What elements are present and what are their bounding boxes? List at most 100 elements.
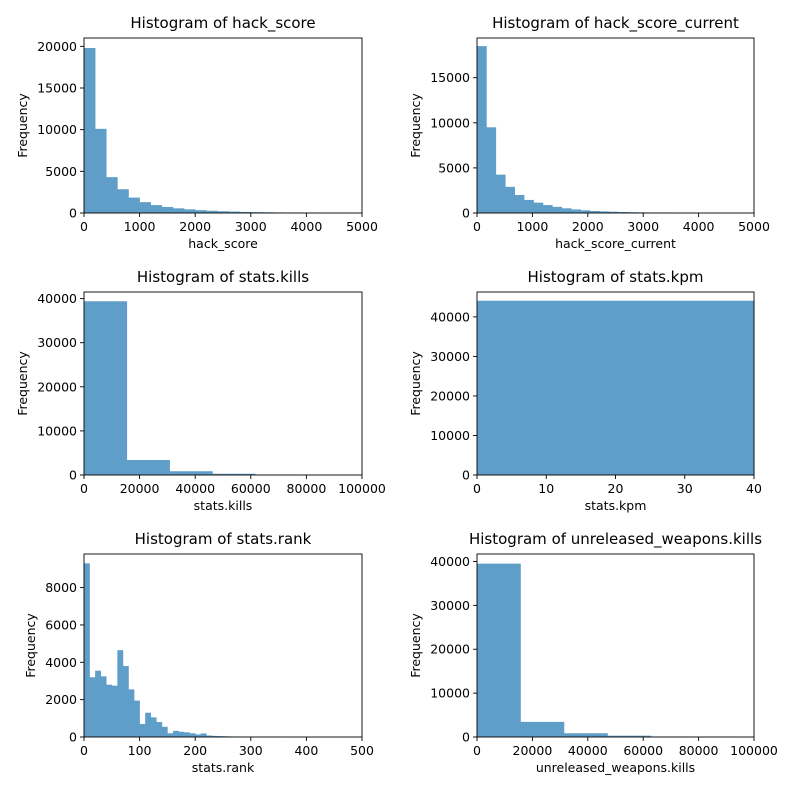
- subplot-2: 0 1000 2000 3000 4000 5000 0 5000 10000 15000 Hist…: [408, 14, 770, 251]
- x-tick-label: 80000: [287, 481, 327, 496]
- histogram-bar: [211, 735, 218, 737]
- histogram-bar: [89, 677, 96, 737]
- plot-frame: [83, 37, 363, 214]
- x-tick-label: 80000: [679, 743, 719, 758]
- chart-title: Histogram of hack_score_current: [492, 14, 739, 33]
- histogram-bar: [106, 177, 118, 213]
- x-tick-label: 0: [80, 219, 88, 234]
- x-tick-label: 100000: [730, 743, 778, 758]
- subplot-3: 0 20000 40000 60000 80000 100000 0 10000 20000 30…: [15, 268, 386, 513]
- histogram-bar: [217, 211, 229, 213]
- histogram-bar: [184, 209, 196, 213]
- x-tick-label: 5000: [738, 219, 770, 234]
- chart-title: Histogram of hack_score: [130, 14, 315, 33]
- histogram-bar: [139, 202, 152, 213]
- histogram-bar: [95, 128, 107, 213]
- y-tick-label: 0: [69, 468, 77, 483]
- histogram-bar: [84, 301, 128, 475]
- histogram-bar: [477, 46, 487, 214]
- histogram-bar: [117, 650, 124, 737]
- histogram-bar: [542, 205, 553, 213]
- x-tick-label: 0: [473, 481, 481, 496]
- chart-title: Histogram of stats.kpm: [528, 268, 704, 286]
- histogram-bar: [561, 208, 572, 213]
- x-tick-label: 20000: [120, 481, 160, 496]
- histogram-bar: [126, 460, 170, 475]
- x-axis-label: stats.rank: [192, 760, 255, 775]
- x-tick-label: 0: [473, 743, 481, 758]
- histogram-bar: [169, 471, 213, 475]
- y-tick-label: 5000: [438, 160, 470, 175]
- y-axis-label: Frequency: [408, 351, 423, 416]
- histogram-bar: [571, 209, 581, 213]
- y-tick-label: 20000: [37, 379, 77, 394]
- histogram-bar: [486, 127, 497, 213]
- histogram-bar: [106, 684, 113, 737]
- x-tick-label: 0: [473, 219, 481, 234]
- x-tick-label: 30: [677, 481, 693, 496]
- histogram-bar: [150, 205, 163, 213]
- subplot-4: 0 10 20 30 40 0 10000 20000 30000 40000 Histogram …: [408, 268, 762, 513]
- y-tick-label: 20000: [430, 388, 470, 403]
- histogram-bar: [150, 717, 157, 737]
- histogram-bar: [590, 210, 600, 213]
- histogram-bar: [228, 211, 240, 213]
- y-tick-label: 10000: [430, 428, 470, 443]
- y-tick-label: 30000: [430, 349, 470, 364]
- histogram-bar: [239, 211, 252, 213]
- histogram-bar: [217, 736, 224, 737]
- histogram-bar: [200, 733, 207, 737]
- subplot-5: 0 100 200 300 400 500 0 2000 4000 6000 8000 Histogr…: [23, 530, 374, 775]
- y-axis-label: Frequency: [23, 613, 38, 678]
- chart-title: Histogram of stats.rank: [135, 530, 312, 548]
- x-tick-label: 60000: [231, 481, 271, 496]
- histogram-bar: [145, 712, 152, 737]
- y-tick-label: 15000: [37, 81, 77, 96]
- x-tick-label: 500: [350, 743, 374, 758]
- y-tick-label: 30000: [37, 335, 77, 350]
- x-tick-label: 3000: [235, 219, 267, 234]
- y-axis-label: Frequency: [408, 613, 423, 678]
- histogram-bar: [206, 210, 218, 213]
- x-tick-label: 100: [128, 743, 152, 758]
- histogram-bar: [100, 676, 107, 737]
- x-tick-label: 20: [608, 481, 624, 496]
- histogram-bar: [111, 685, 118, 737]
- histogram-bar: [195, 210, 207, 213]
- y-axis-label: Frequency: [408, 93, 423, 158]
- y-tick-label: 0: [69, 206, 77, 221]
- y-tick-label: 0: [462, 206, 470, 221]
- histogram-bar: [156, 722, 163, 737]
- y-tick-label: 5000: [45, 164, 77, 179]
- y-tick-label: 10000: [37, 122, 77, 137]
- histogram-bar: [599, 211, 610, 213]
- y-tick-label: 30000: [430, 598, 470, 613]
- histogram-bar: [195, 734, 202, 737]
- x-tick-label: 2000: [179, 219, 211, 234]
- subplot-6: 0 20000 40000 60000 80000 100000 0 10000 20000 30…: [408, 530, 778, 775]
- histogram-bar: [117, 189, 129, 213]
- x-tick-label: 4000: [290, 219, 322, 234]
- y-tick-label: 40000: [37, 291, 77, 306]
- histogram-bar: [84, 563, 90, 737]
- histogram-bar: [167, 733, 174, 737]
- histogram-bar: [524, 199, 534, 213]
- y-tick-label: 10000: [37, 423, 77, 438]
- x-tick-label: 0: [80, 481, 88, 496]
- plot-frame: [476, 553, 755, 738]
- histogram-bar: [206, 735, 213, 737]
- x-axis-label: stats.kills: [194, 498, 253, 513]
- histogram-bar: [514, 194, 525, 213]
- x-tick-label: 3000: [627, 219, 659, 234]
- x-tick-label: 4000: [683, 219, 715, 234]
- histogram-bar: [84, 48, 96, 213]
- x-tick-label: 5000: [346, 219, 378, 234]
- y-tick-label: 0: [462, 468, 470, 483]
- x-axis-label: unreleased_weapons.kills: [536, 760, 695, 775]
- histogram-bar: [520, 721, 565, 737]
- y-tick-label: 20000: [430, 642, 470, 657]
- y-tick-label: 10000: [430, 686, 470, 701]
- y-tick-label: 0: [462, 730, 470, 745]
- x-tick-label: 200: [183, 743, 207, 758]
- y-axis-label: Frequency: [15, 351, 30, 416]
